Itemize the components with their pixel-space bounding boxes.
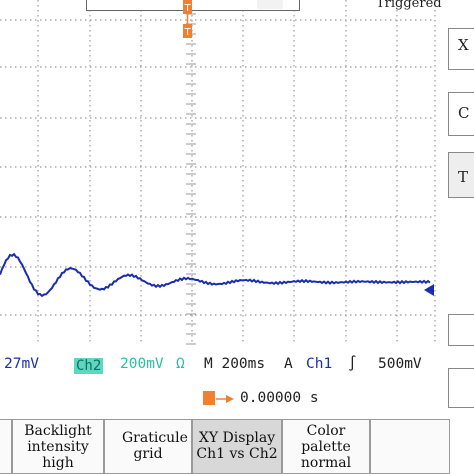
trigger-source: Ch1 (306, 356, 333, 372)
trigger-level: 500mV (378, 356, 422, 372)
menu-button-empty[interactable] (370, 419, 450, 474)
backlight-button[interactable]: Backlight intensity high (12, 419, 104, 474)
ch2-scale: 200mV (120, 356, 164, 372)
graticule-button[interactable]: Graticule grid (104, 419, 192, 474)
record-window (257, 0, 283, 9)
arrow-right-icon (216, 395, 234, 403)
trigger-mode: A (284, 356, 293, 372)
side-menu-item[interactable] (448, 92, 474, 136)
ch1-level-marker[interactable] (424, 284, 434, 296)
ch2-bw-symbol: Ω (176, 356, 185, 372)
xy-display-button[interactable]: XY Display Ch1 vs Ch2 (192, 419, 282, 474)
side-menu-item[interactable] (448, 152, 474, 198)
trigger-slope-icon: ∫ (348, 356, 357, 372)
trigger-marker-letter: T (183, 27, 191, 38)
graticule-label: Graticule grid (122, 430, 188, 462)
ch2-badge: Ch2 (74, 358, 104, 374)
menu-button-partial[interactable] (0, 419, 12, 474)
xy-display-label: XY Display Ch1 vs Ch2 (196, 430, 278, 462)
side-menu-item[interactable] (448, 314, 474, 346)
side-menu-label: C (458, 104, 470, 122)
horizontal-position: 0.00000 s (240, 390, 319, 406)
side-menu-item[interactable] (448, 28, 474, 70)
ch1-scale: 27mV (4, 356, 39, 372)
backlight-label: Backlight intensity high (24, 423, 92, 471)
timebase: M 200ms (204, 356, 266, 372)
color-palette-label: Color palette normal (300, 423, 352, 471)
side-menu-label: T (458, 168, 469, 186)
trigger-marker-letter: T (183, 3, 191, 14)
side-menu-item[interactable] (448, 368, 474, 408)
trigger-position-marker[interactable]: T T (180, 0, 196, 42)
trigger-position-icon (203, 391, 215, 405)
trigger-status: Triggered (376, 0, 442, 11)
side-menu-label: X (458, 36, 469, 54)
ch1-waveform (0, 252, 431, 298)
record-length-bar (86, 0, 300, 11)
color-palette-button[interactable]: Color palette normal (282, 419, 370, 474)
graticule (0, 0, 436, 345)
